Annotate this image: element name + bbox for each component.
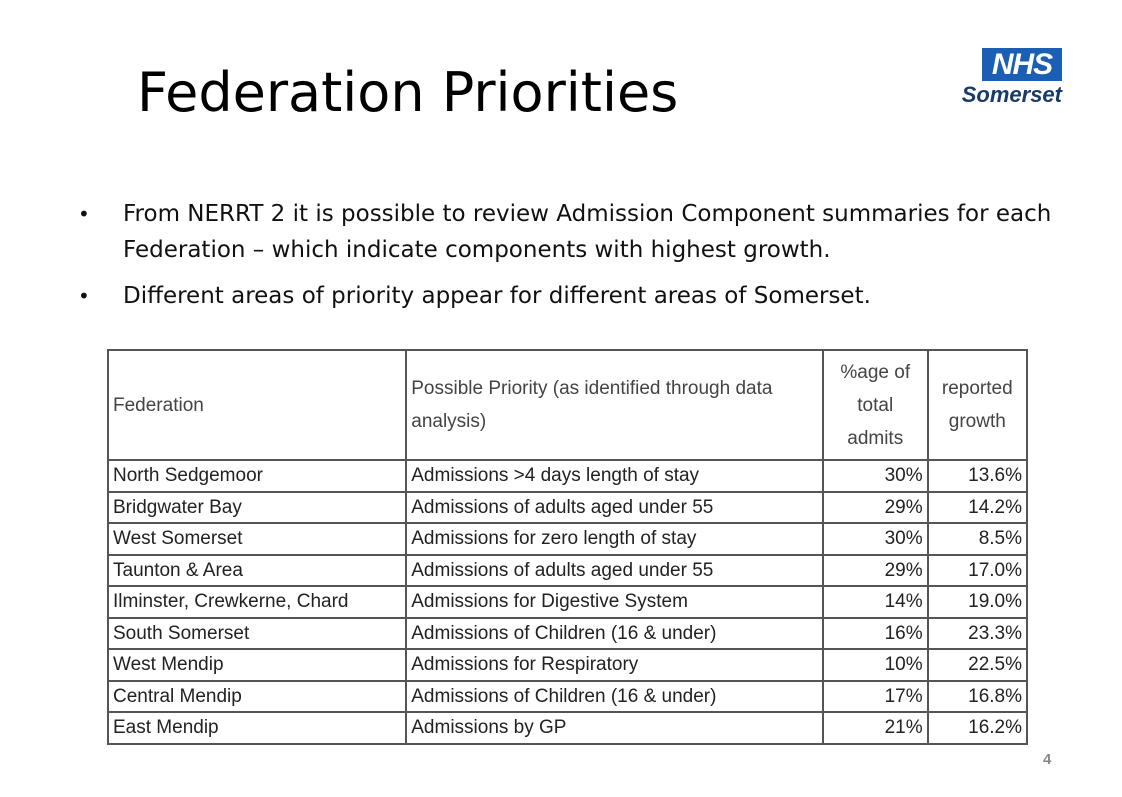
bullet-item: • Different areas of priority appear for… — [78, 278, 1068, 314]
cell-federation: Bridgwater Bay — [106, 490, 408, 524]
cell-priority: Admissions for Digestive System — [405, 585, 824, 619]
cell-priority: Admissions of adults aged under 55 — [405, 553, 824, 587]
cell-priority: Admissions for Respiratory — [405, 648, 824, 682]
header-growth: reported growth — [926, 349, 1029, 461]
logo-region-text: Somerset — [961, 82, 1062, 107]
slide-title: Federation Priorities — [137, 61, 679, 124]
cell-federation: Central Mendip — [106, 679, 408, 713]
table-row: Taunton & Area Admissions of adults aged … — [106, 553, 1029, 587]
cell-priority: Admissions of Children (16 & under) — [405, 616, 824, 650]
header-priority: Possible Priority (as identified through… — [405, 349, 824, 461]
federation-priority-table: Federation Possible Priority (as identif… — [106, 349, 1029, 745]
table-row: Central Mendip Admissions of Children (16… — [106, 679, 1029, 713]
cell-pct: 17% — [821, 679, 929, 713]
cell-pct: 29% — [821, 490, 929, 524]
cell-federation: West Somerset — [106, 522, 408, 556]
table-row: West Somerset Admissions for zero length … — [106, 522, 1029, 556]
bullet-list: • From NERRT 2 it is possible to review … — [78, 196, 1068, 324]
header-pct: %age of total admits — [821, 349, 929, 461]
bullet-item: • From NERRT 2 it is possible to review … — [78, 196, 1068, 268]
table-row: East Mendip Admissions by GP 21% 16.2% — [106, 711, 1029, 745]
cell-federation: South Somerset — [106, 616, 408, 650]
table-body: North Sedgemoor Admissions >4 days length… — [106, 459, 1029, 745]
cell-priority: Admissions of adults aged under 55 — [405, 490, 824, 524]
cell-priority: Admissions >4 days length of stay — [405, 459, 824, 493]
header-federation: Federation — [106, 349, 408, 461]
cell-federation: East Mendip — [106, 711, 408, 745]
table-header-row: Federation Possible Priority (as identif… — [106, 349, 1029, 461]
cell-priority: Admissions of Children (16 & under) — [405, 679, 824, 713]
cell-pct: 14% — [821, 585, 929, 619]
cell-growth: 23.3% — [926, 616, 1029, 650]
cell-pct: 30% — [821, 522, 929, 556]
cell-pct: 16% — [821, 616, 929, 650]
cell-pct: 21% — [821, 711, 929, 745]
bullet-text: From NERRT 2 it is possible to review Ad… — [123, 201, 1052, 263]
table-row: Bridgwater Bay Admissions of adults aged … — [106, 490, 1029, 524]
table-row: Ilminster, Crewkerne, Chard Admissions fo… — [106, 585, 1029, 619]
nhs-logo-box: NHS — [982, 48, 1062, 81]
table-row: North Sedgemoor Admissions >4 days length… — [106, 459, 1029, 493]
cell-pct: 30% — [821, 459, 929, 493]
cell-growth: 13.6% — [926, 459, 1029, 493]
cell-growth: 19.0% — [926, 585, 1029, 619]
cell-growth: 16.2% — [926, 711, 1029, 745]
table-row: West Mendip Admissions for Respiratory 10%… — [106, 648, 1029, 682]
nhs-somerset-logo: NHS Somerset — [944, 48, 1062, 110]
page-number: 4 — [1043, 751, 1052, 768]
cell-federation: West Mendip — [106, 648, 408, 682]
cell-federation: Taunton & Area — [106, 553, 408, 587]
cell-priority: Admissions by GP — [405, 711, 824, 745]
bullet-icon: • — [78, 284, 90, 308]
cell-pct: 10% — [821, 648, 929, 682]
table-row: South Somerset Admissions of Children (16… — [106, 616, 1029, 650]
cell-growth: 16.8% — [926, 679, 1029, 713]
cell-growth: 8.5% — [926, 522, 1029, 556]
cell-growth: 22.5% — [926, 648, 1029, 682]
cell-growth: 14.2% — [926, 490, 1029, 524]
cell-priority: Admissions for zero length of stay — [405, 522, 824, 556]
priority-table-wrapper: Federation Possible Priority (as identif… — [106, 349, 1029, 745]
bullet-icon: • — [78, 202, 90, 226]
cell-pct: 29% — [821, 553, 929, 587]
bullet-text: Different areas of priority appear for d… — [123, 283, 871, 309]
cell-federation: North Sedgemoor — [106, 459, 408, 493]
cell-growth: 17.0% — [926, 553, 1029, 587]
cell-federation: Ilminster, Crewkerne, Chard — [106, 585, 408, 619]
